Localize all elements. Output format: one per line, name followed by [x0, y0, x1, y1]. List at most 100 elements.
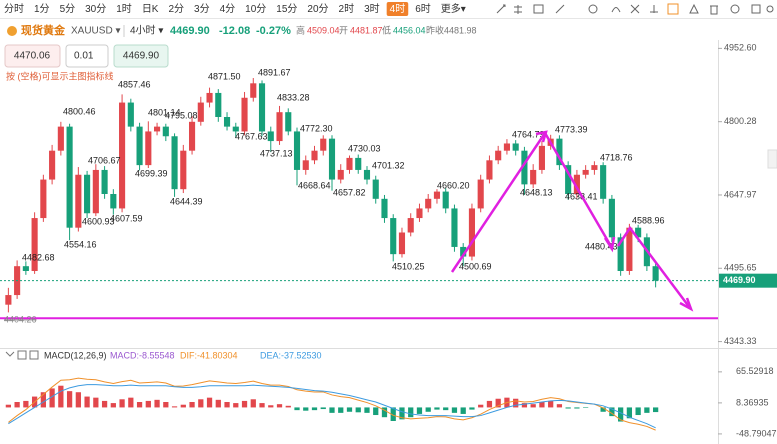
candle-body: [565, 165, 572, 194]
icon-text: [650, 5, 658, 13]
lots-box[interactable]: [65, 44, 109, 68]
y-tick-label: 4952.60: [724, 43, 757, 53]
interval[interactable]: 20分: [307, 3, 328, 15]
macd-bar: [373, 407, 379, 416]
interval[interactable]: 更多▾: [441, 2, 466, 15]
interval[interactable]: 4时: [390, 3, 406, 15]
macd-bar: [171, 406, 178, 408]
macd-value: MACD:-8.55548: [110, 350, 175, 360]
candle-body: [206, 92, 213, 103]
icon-cross: [630, 4, 640, 14]
icon-collapse[interactable]: [5, 351, 15, 357]
price-annotation: 4554.16: [64, 239, 97, 249]
macd-bar: [530, 404, 536, 408]
price-annotation: 4657.82: [333, 187, 366, 197]
macd-bar: [180, 404, 186, 408]
price-annotation: 4764.79: [512, 129, 545, 139]
price-annotation: 4801.14: [148, 107, 181, 117]
price-annotation: 4600.93: [82, 216, 115, 226]
interval[interactable]: 2时: [339, 3, 355, 15]
instrument-symbol[interactable]: XAUUSD ▾: [71, 26, 120, 37]
low: 4456.04: [393, 25, 426, 35]
candle-body: [40, 179, 47, 219]
interval[interactable]: 10分: [245, 3, 266, 15]
icon-delete[interactable]: [710, 5, 718, 15]
interval[interactable]: 3时: [364, 3, 380, 15]
candle-body: [530, 169, 537, 185]
candle-body: [154, 126, 161, 132]
price-annotation: 4795.08: [165, 110, 198, 120]
price-annotation: 4607.59: [110, 213, 143, 223]
icon-eye[interactable]: [730, 4, 740, 14]
icon-grid: [533, 4, 544, 14]
macd-header: MACD(12,26,9) MACD:-8.55548 DIF:-41.8030…: [5, 350, 322, 360]
collapse-button[interactable]: [767, 149, 777, 169]
candle-body: [267, 131, 274, 142]
interval[interactable]: 2分: [168, 3, 184, 15]
candle-body: [66, 126, 73, 228]
interval-toolbar: 分时 1分 5分 30分 1时 日K 2分 3分 4分 10分 15分 20分 2时 3时 4时 6时 更多▾: [4, 2, 466, 16]
macd-bar: [626, 407, 633, 419]
sell-box[interactable]: [4, 44, 61, 68]
sell-price[interactable]: 4470.06: [14, 51, 51, 62]
candle-body: [223, 117, 231, 127]
dea-value: DEA:-37.52530: [260, 350, 322, 360]
period-select[interactable]: 4小时 ▾: [130, 25, 163, 37]
macd-bar: [600, 407, 606, 412]
macd-bar: [189, 402, 195, 408]
interval[interactable]: 4分: [220, 3, 236, 15]
macd-bar: [259, 403, 265, 408]
price-annotation: 4773.39: [555, 124, 588, 134]
drawn-arrow[interactable]: [616, 225, 691, 309]
hint: 按 (空格)可显示主图指标线: [6, 70, 114, 81]
instrument-name[interactable]: 现货黄金: [21, 23, 66, 37]
price-annotation: 4737.13: [260, 148, 293, 158]
level-label: 4404.26: [4, 315, 37, 325]
icon-lines: [514, 5, 522, 14]
interval[interactable]: 1时: [116, 3, 132, 15]
interval[interactable]: 6时: [415, 3, 431, 15]
macd-bar: [425, 407, 431, 412]
candle-body: [495, 150, 502, 161]
interval[interactable]: 日K: [142, 4, 159, 15]
buy-box[interactable]: [113, 44, 169, 68]
price-annotation: 4510.25: [392, 261, 425, 271]
candle-body: [180, 150, 187, 190]
macd-bar: [495, 398, 501, 408]
interval[interactable]: 30分: [85, 3, 106, 15]
icon-settings[interactable]: [766, 5, 774, 13]
macd-bar: [303, 407, 309, 411]
interval[interactable]: 3分: [194, 3, 210, 15]
interval[interactable]: 1分: [34, 3, 50, 15]
arrow-heads: [535, 130, 694, 312]
y-tick-label: 4647.97: [724, 189, 757, 199]
candle-body: [355, 157, 362, 170]
icon-magnet[interactable]: [689, 3, 699, 14]
macd-bar: [644, 407, 650, 413]
lots[interactable]: 0.01: [74, 51, 94, 62]
icon-close[interactable]: [29, 350, 39, 360]
icon-edit[interactable]: [667, 3, 679, 15]
buy-price[interactable]: 4469.90: [123, 51, 160, 62]
icon-layout[interactable]: [751, 4, 761, 14]
macd-bar: [521, 403, 528, 408]
candle-body: [591, 165, 598, 170]
interval[interactable]: 5分: [60, 3, 76, 15]
price-chart: 4952.60 4800.28 4647.97 4495.65 4343.33 4800.…: [0, 43, 777, 346]
candle-body: [110, 194, 117, 209]
macd-bar: [451, 407, 458, 413]
macd-bar: [268, 405, 274, 408]
candle-body: [626, 227, 633, 271]
icon-circle: [588, 4, 598, 14]
price-annotation: 4588.96: [632, 215, 665, 225]
candle-body: [608, 198, 615, 238]
candle-body: [188, 121, 196, 151]
candle-body: [241, 97, 248, 132]
icon-settings[interactable]: [17, 350, 27, 360]
candle-body: [381, 198, 388, 219]
interval[interactable]: 分时: [4, 3, 24, 15]
macd-bar: [145, 400, 151, 408]
interval[interactable]: 15分: [276, 3, 297, 15]
